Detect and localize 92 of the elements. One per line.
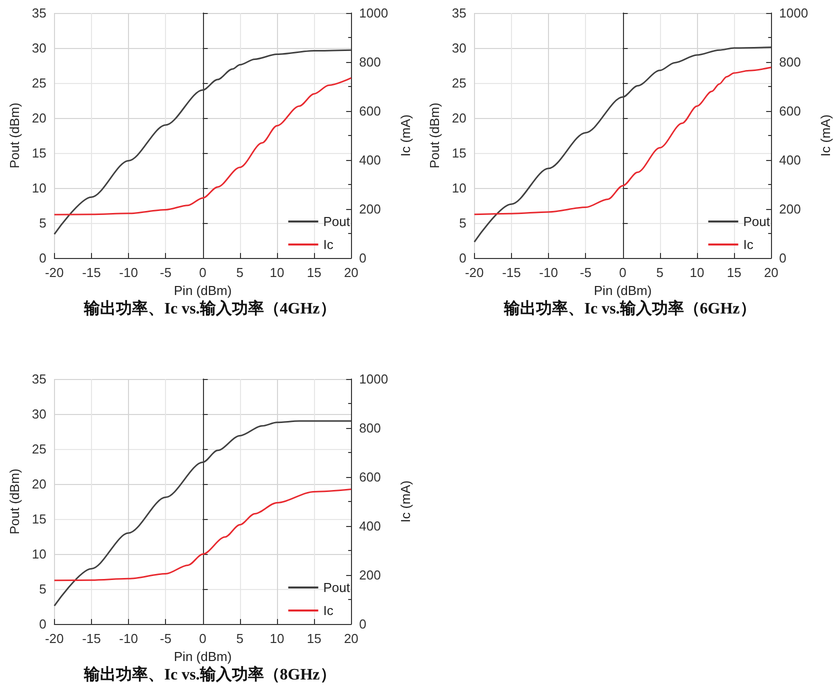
y2-tick-label: 400 (359, 152, 381, 168)
y-tick-label: 35 (32, 6, 46, 20)
y-tick-label: 5 (459, 216, 466, 230)
y-tick-label: 30 (32, 406, 46, 422)
y-tick-label: 20 (452, 110, 466, 126)
legend-label: Pout (323, 580, 350, 595)
y-axis-title: Pout (dBm) (7, 102, 22, 168)
legend-label: Ic (323, 603, 334, 618)
x-tick-label: -20 (464, 265, 484, 280)
y-tick-label: 5 (39, 582, 46, 596)
legend-label: Ic (323, 237, 334, 252)
x-tick-label: -15 (82, 265, 101, 280)
x-tick-label: -10 (539, 265, 558, 280)
legend-label: Ic (743, 237, 754, 252)
y-tick-label: 25 (452, 76, 466, 90)
legend-label: Pout (323, 214, 350, 229)
line-series (54, 49, 352, 235)
y2-tick-label: 0 (779, 250, 786, 266)
x-tick-label: 5 (656, 265, 664, 280)
y-tick-label: 0 (39, 250, 46, 266)
x-tick-label: 15 (726, 265, 742, 280)
y-tick-label: 25 (32, 442, 46, 456)
y2-tick-label: 200 (359, 568, 381, 582)
y2-tick-label: 800 (779, 54, 801, 70)
x-tick-label: 20 (344, 265, 358, 280)
x-tick-label: -5 (580, 265, 592, 280)
x-tick-label: -5 (160, 631, 172, 646)
line-series (54, 488, 352, 582)
x-tick-label: 0 (199, 265, 206, 280)
x-tick-label: -20 (44, 631, 64, 646)
y-tick-label: 5 (39, 216, 46, 230)
x-tick-label: 10 (690, 265, 704, 280)
x-tick-label: 15 (306, 631, 322, 646)
y-tick-label: 10 (32, 546, 46, 562)
y-tick-label: 10 (32, 180, 46, 196)
y-tick-label: 35 (452, 6, 466, 20)
y-tick-label: 10 (452, 180, 466, 196)
line-series (474, 66, 772, 216)
x-axis-title: Pin (dBm) (594, 282, 652, 298)
y-tick-label: 30 (32, 40, 46, 56)
y2-axis-title: Ic (mA) (398, 480, 413, 522)
y-tick-label: 30 (452, 40, 466, 56)
y2-tick-label: 200 (779, 202, 801, 216)
x-axis-title: Pin (dBm) (174, 648, 232, 664)
y2-tick-label: 800 (359, 54, 381, 70)
x-tick-label: 10 (270, 631, 284, 646)
x-tick-label: -10 (119, 265, 138, 280)
text: 输出功率、Ic vs.输入功率（6GHz） (503, 298, 756, 318)
y2-tick-label: 600 (779, 104, 801, 118)
x-tick-label: -5 (160, 265, 172, 280)
y-tick-label: 20 (32, 110, 46, 126)
x-tick-label: 0 (619, 265, 626, 280)
y-tick-label: 0 (459, 250, 466, 266)
y2-tick-label: 400 (359, 518, 381, 534)
x-tick-label: 20 (764, 265, 778, 280)
y-axis-title: Pout (dBm) (427, 102, 442, 168)
y-tick-label: 15 (32, 146, 46, 160)
y2-tick-label: 0 (359, 616, 366, 632)
y-tick-label: 15 (452, 146, 466, 160)
x-axis-title: Pin (dBm) (174, 282, 232, 298)
line-series (54, 420, 352, 607)
y2-tick-label: 1000 (359, 6, 388, 20)
y2-tick-label: 800 (359, 420, 381, 436)
y-tick-label: 15 (32, 512, 46, 526)
y2-tick-label: 400 (779, 152, 801, 168)
x-tick-label: 20 (344, 631, 358, 646)
y2-tick-label: 200 (359, 202, 381, 216)
y2-axis-title: Ic (mA) (818, 114, 833, 156)
x-tick-label: 5 (236, 265, 244, 280)
line-series (54, 77, 352, 216)
y2-axis-title: Ic (mA) (398, 114, 413, 156)
y2-tick-label: 600 (359, 104, 381, 118)
text: 输出功率、Ic vs.输入功率（4GHz） (83, 298, 336, 318)
x-tick-label: -10 (119, 631, 138, 646)
y2-tick-label: 600 (359, 470, 381, 484)
legend-label: Pout (743, 214, 770, 229)
y2-tick-label: 1000 (779, 6, 808, 20)
y-tick-label: 25 (32, 76, 46, 90)
y2-tick-label: 0 (359, 250, 366, 266)
text: 输出功率、Ic vs.输入功率（8GHz） (83, 664, 336, 684)
x-tick-label: 0 (199, 631, 206, 646)
y-tick-label: 0 (39, 616, 46, 632)
x-tick-label: -15 (82, 631, 101, 646)
y-tick-label: 35 (32, 372, 46, 386)
y-axis-title: Pout (dBm) (7, 468, 22, 534)
x-tick-label: 5 (236, 631, 244, 646)
x-tick-label: 15 (306, 265, 322, 280)
x-tick-label: -20 (44, 265, 64, 280)
y-tick-label: 20 (32, 476, 46, 492)
x-tick-label: 10 (270, 265, 284, 280)
x-tick-label: -15 (502, 265, 521, 280)
y2-tick-label: 1000 (359, 372, 388, 386)
